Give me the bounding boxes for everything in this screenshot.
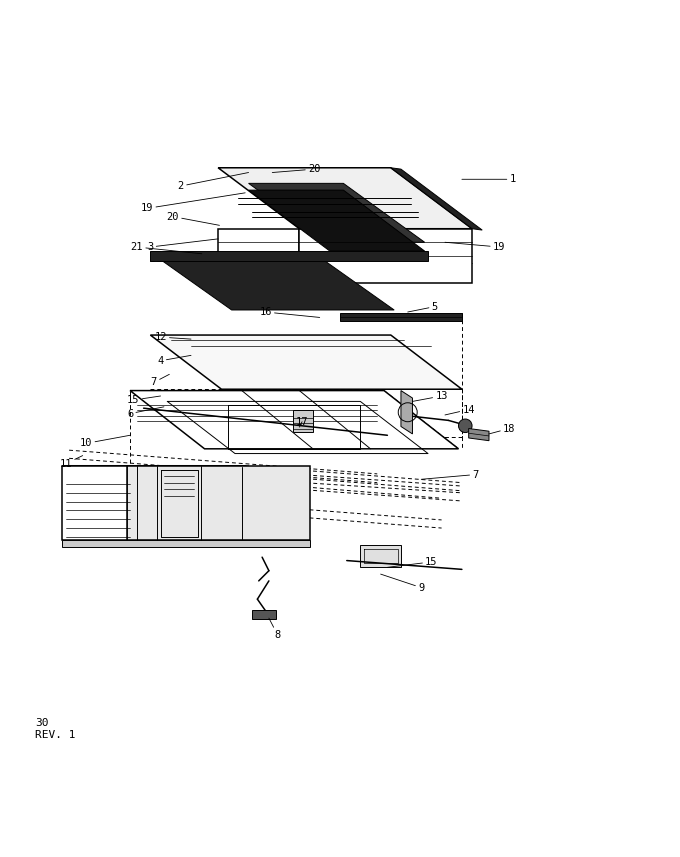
Text: 20: 20	[272, 165, 320, 174]
Polygon shape	[299, 229, 472, 283]
Text: 11: 11	[59, 456, 83, 469]
Text: 17: 17	[296, 417, 308, 427]
Text: 5: 5	[408, 302, 438, 312]
Polygon shape	[126, 465, 309, 540]
Circle shape	[458, 419, 472, 433]
Text: 2: 2	[177, 172, 249, 191]
Polygon shape	[218, 229, 299, 283]
Text: 9: 9	[381, 574, 424, 593]
Text: 4: 4	[157, 356, 191, 366]
Text: 19: 19	[445, 242, 505, 252]
Text: 30
REV. 1: 30 REV. 1	[35, 718, 75, 740]
Text: 13: 13	[413, 391, 448, 401]
Text: 19: 19	[141, 193, 245, 213]
Text: 7: 7	[422, 470, 479, 480]
Polygon shape	[360, 545, 401, 567]
Polygon shape	[469, 428, 489, 440]
Text: 3: 3	[148, 239, 218, 252]
Polygon shape	[252, 610, 275, 620]
Text: 7: 7	[151, 375, 169, 387]
Polygon shape	[249, 190, 424, 251]
Polygon shape	[150, 251, 428, 261]
Polygon shape	[150, 335, 462, 389]
Polygon shape	[63, 465, 309, 520]
Polygon shape	[63, 540, 309, 547]
Text: 6: 6	[127, 407, 164, 418]
Polygon shape	[340, 314, 462, 321]
Polygon shape	[130, 391, 458, 449]
Text: 21: 21	[131, 242, 202, 254]
Text: 15: 15	[127, 395, 160, 405]
Text: 15: 15	[388, 557, 438, 567]
Text: 10: 10	[80, 435, 130, 448]
Text: 16: 16	[259, 307, 320, 317]
Text: 1: 1	[462, 174, 516, 184]
Polygon shape	[391, 168, 482, 230]
Polygon shape	[292, 411, 313, 432]
Polygon shape	[150, 253, 394, 310]
Text: 18: 18	[489, 423, 515, 434]
Text: 12: 12	[154, 332, 191, 342]
Polygon shape	[218, 168, 472, 229]
Text: 20: 20	[167, 212, 220, 225]
Text: 14: 14	[445, 405, 475, 415]
Polygon shape	[63, 465, 126, 540]
Polygon shape	[249, 183, 424, 243]
Text: 8: 8	[269, 618, 281, 640]
Polygon shape	[401, 391, 413, 434]
